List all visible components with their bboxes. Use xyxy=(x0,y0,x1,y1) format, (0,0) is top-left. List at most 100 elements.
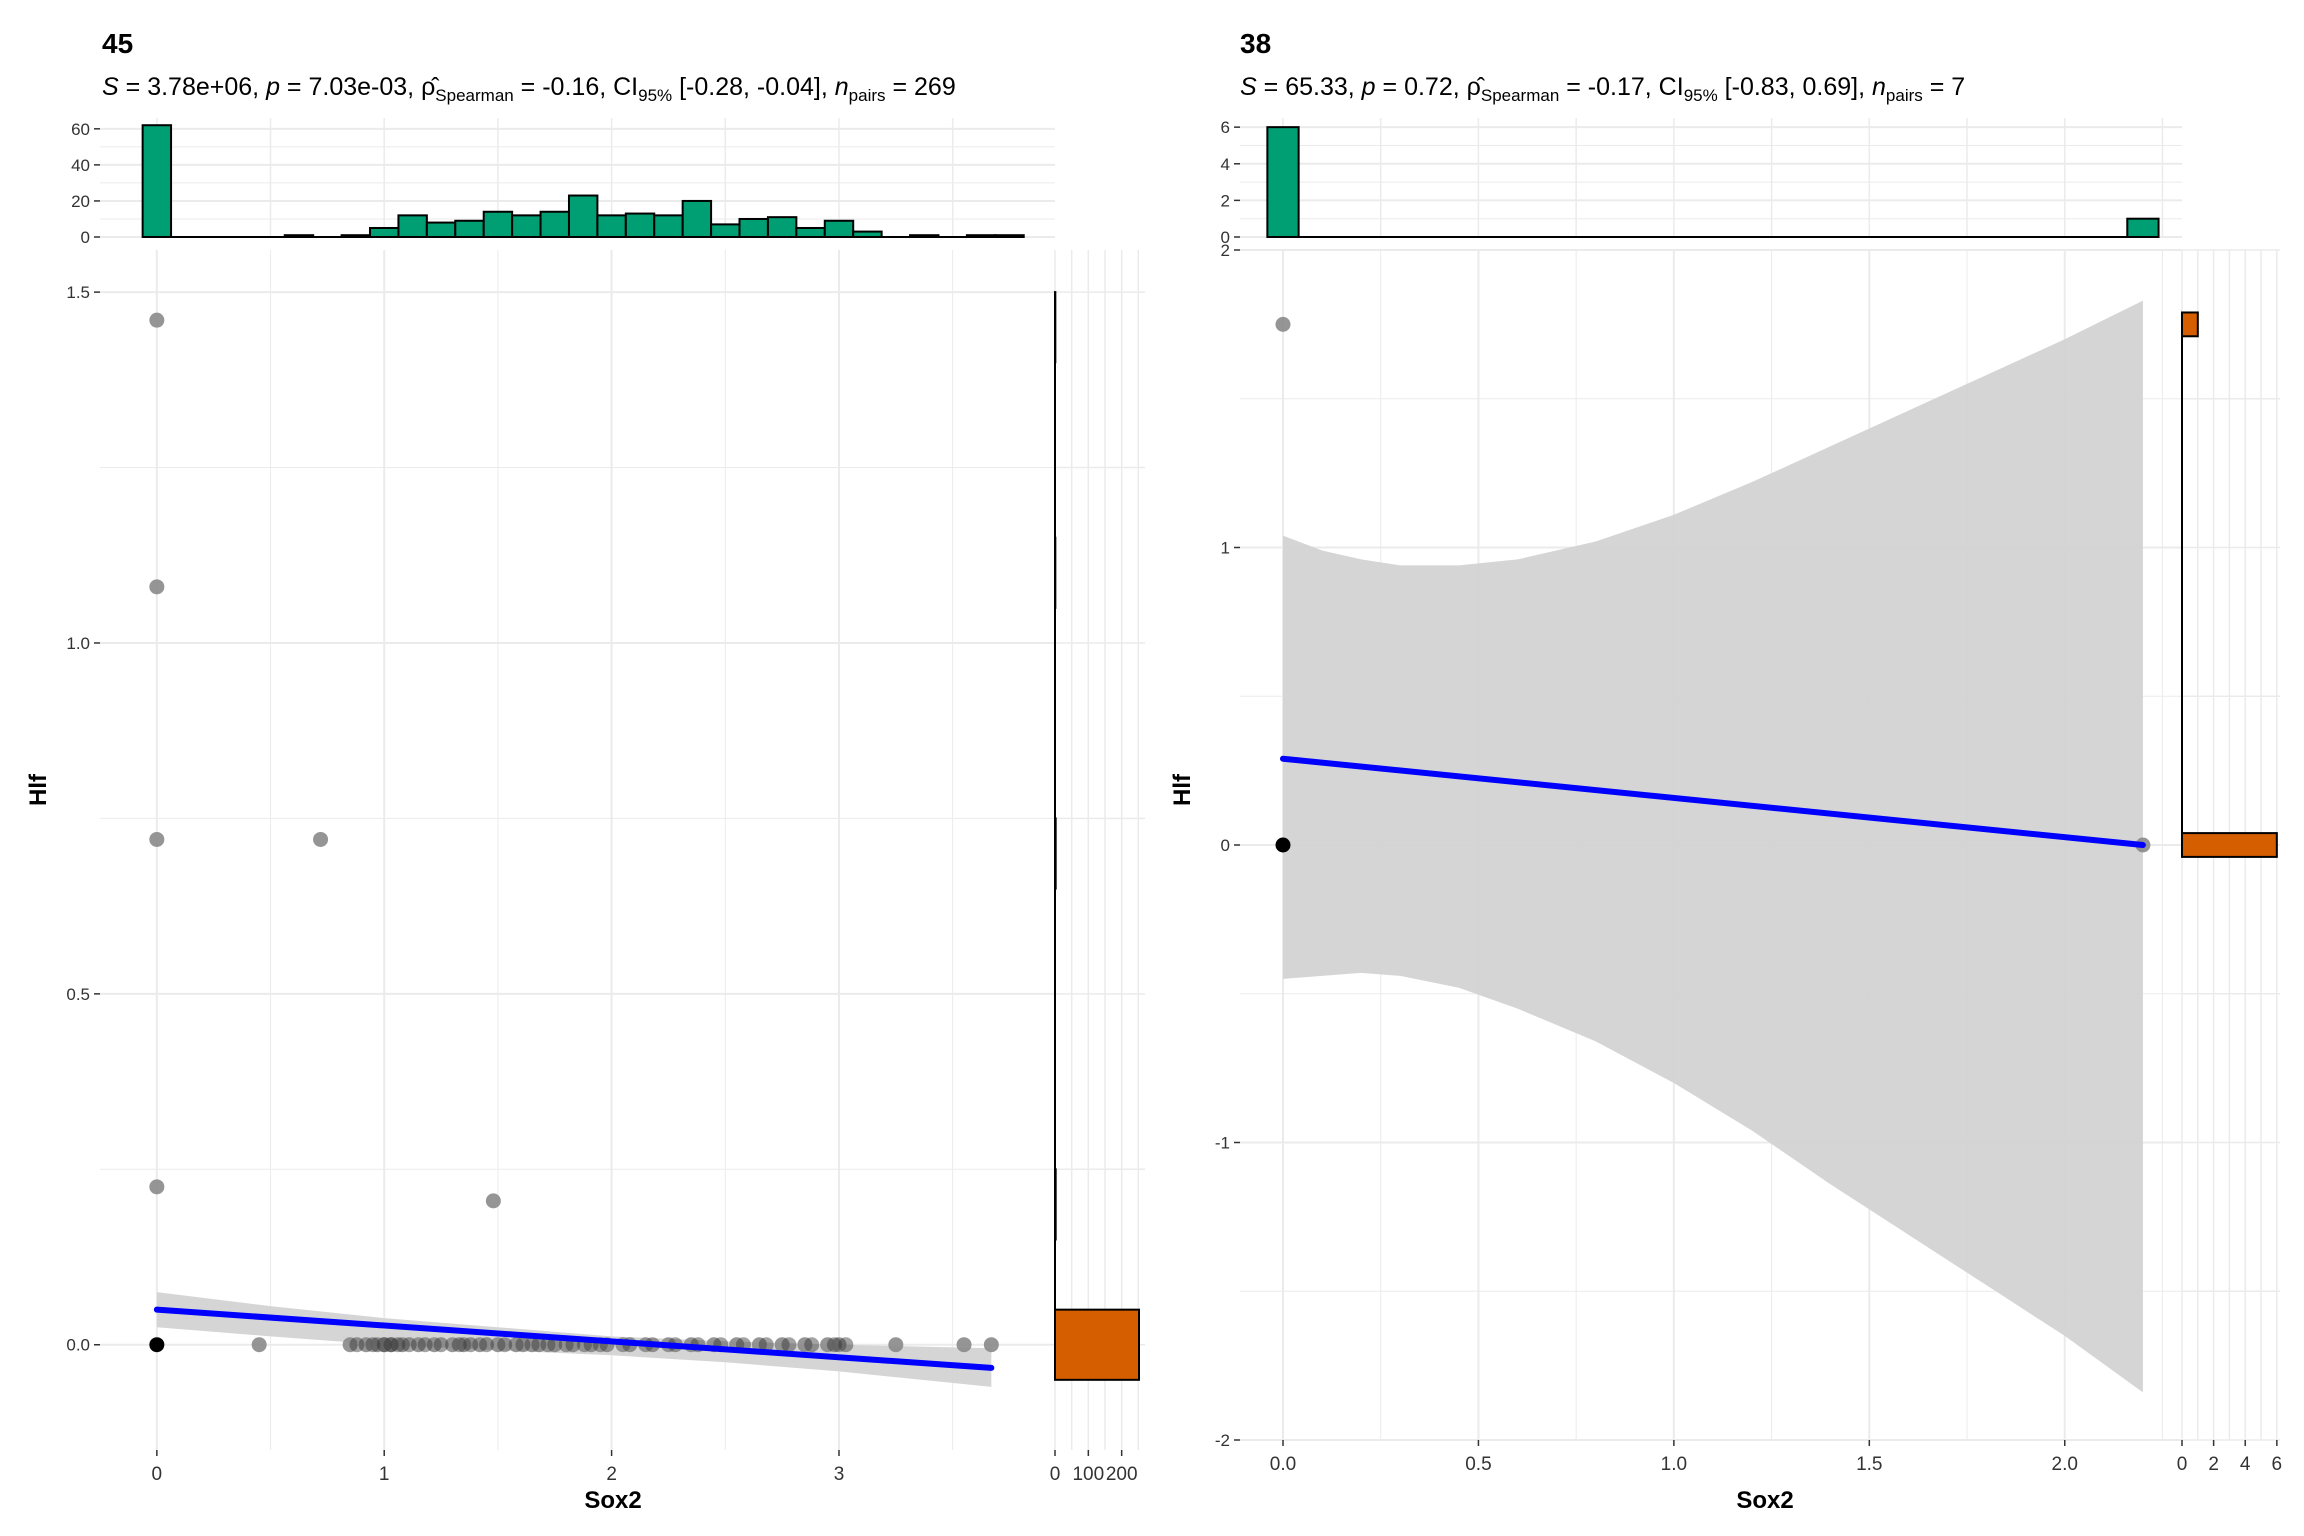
histogram-bar xyxy=(1054,1308,1140,1381)
y-tick-label: -2 xyxy=(1215,1431,1230,1450)
data-point xyxy=(417,1337,433,1353)
histogram-bar xyxy=(1054,817,1057,890)
scatter-plot: 0.0 0.5 1.0 1.5 2.0 -2 -1 0 1 2 xyxy=(1215,241,2182,1475)
y-tick-label: 1 xyxy=(1221,539,1230,558)
histogram-bar xyxy=(681,199,713,238)
histogram-bar xyxy=(710,223,741,238)
data-point xyxy=(774,1337,790,1353)
histogram-bar xyxy=(624,212,656,239)
y-axis-label: Hlf xyxy=(1169,773,1196,806)
histogram-bar xyxy=(283,234,315,239)
data-point xyxy=(485,1193,501,1209)
data-point xyxy=(831,1337,847,1353)
data-point xyxy=(820,1337,836,1353)
panel-45: 45 S = 3.78e+06, p = 7.03e-03, ρ̂Spearma… xyxy=(25,28,1145,1514)
x-tick-label: 0.0 xyxy=(1270,1454,1296,1475)
side-histogram: 0 100 200 xyxy=(1050,250,1145,1485)
data-point xyxy=(490,1337,506,1353)
data-point xyxy=(983,1337,999,1353)
top-histogram: 0 2 4 6 xyxy=(1221,118,2182,247)
panel-subtitle: S = 65.33, p = 0.72, ρ̂Spearman = -0.17,… xyxy=(1240,73,1965,105)
y-tick-label: 60 xyxy=(71,120,90,139)
y-tick-label: 0.5 xyxy=(66,985,90,1004)
data-point xyxy=(342,1337,358,1353)
histogram-bar xyxy=(596,214,627,238)
histogram-bar xyxy=(1054,1168,1057,1241)
data-point xyxy=(497,1337,513,1353)
confidence-band xyxy=(1282,300,2143,1393)
data-point xyxy=(758,1337,774,1353)
data-point xyxy=(383,1337,399,1353)
y-tick-label: 1.0 xyxy=(66,634,90,653)
data-point xyxy=(433,1337,449,1353)
x-tick-label: 3 xyxy=(834,1464,845,1485)
data-point xyxy=(524,1337,540,1353)
data-point xyxy=(149,1337,165,1353)
data-point xyxy=(838,1337,854,1353)
histogram-bar xyxy=(397,214,428,238)
data-point xyxy=(547,1337,563,1353)
histogram-bar xyxy=(965,234,997,239)
y-tick-label: 4 xyxy=(1221,155,1230,174)
y-tick-label: -1 xyxy=(1215,1134,1230,1153)
histogram-bar xyxy=(482,210,514,238)
x-tick-label: 0 xyxy=(1050,1464,1061,1485)
x-tick-label: 0 xyxy=(152,1464,163,1485)
x-tick-label: 1.5 xyxy=(1856,1454,1882,1475)
histogram-bar xyxy=(425,221,457,239)
x-tick-label: 2 xyxy=(2208,1454,2219,1475)
histogram-bar xyxy=(2181,311,2199,338)
panel-title: 45 xyxy=(102,28,133,59)
x-tick-label: 100 xyxy=(1072,1464,1104,1485)
y-tick-label: 0.0 xyxy=(66,1336,90,1355)
histogram-bar xyxy=(511,214,542,238)
panel-title: 38 xyxy=(1240,28,1271,59)
x-tick-label: 1.0 xyxy=(1661,1454,1687,1475)
y-tick-label: 0 xyxy=(1221,836,1230,855)
data-point xyxy=(456,1337,472,1353)
y-tick-label: 40 xyxy=(71,156,90,175)
panel-38: 38 S = 65.33, p = 0.72, ρ̂Spearman = -0.… xyxy=(1169,28,2282,1514)
histogram-bar xyxy=(141,124,173,238)
y-tick-label: 1.5 xyxy=(66,283,90,302)
histogram-bar xyxy=(1266,126,1300,238)
data-point xyxy=(410,1337,426,1353)
data-point xyxy=(313,831,329,847)
histogram-bar xyxy=(909,234,940,239)
x-tick-label: 0 xyxy=(2177,1454,2188,1475)
data-point xyxy=(1275,316,1291,332)
data-point xyxy=(401,1337,417,1353)
x-tick-label: 2 xyxy=(606,1464,617,1485)
regression-line xyxy=(153,1306,995,1371)
data-point xyxy=(358,1337,374,1353)
y-axis-label: Hlf xyxy=(25,773,52,806)
data-point xyxy=(1275,837,1291,853)
x-axis-label: Sox2 xyxy=(584,1487,641,1514)
data-point xyxy=(365,1337,381,1353)
data-point xyxy=(888,1337,904,1353)
histogram-bar xyxy=(2126,217,2160,238)
top-histogram: 0 20 40 60 xyxy=(71,118,1055,247)
data-point xyxy=(251,1337,267,1353)
y-tick-label: 6 xyxy=(1221,118,1230,137)
data-point xyxy=(349,1337,365,1353)
data-point xyxy=(451,1337,467,1353)
data-point xyxy=(508,1337,524,1353)
histogram-bar xyxy=(369,226,400,238)
panel-subtitle: S = 3.78e+06, p = 7.03e-03, ρ̂Spearman =… xyxy=(102,73,956,105)
histogram-bar xyxy=(567,194,599,238)
scatter-plot: 0 1 2 3 0.0 0.5 1.0 1.5 xyxy=(66,250,1055,1485)
data-point xyxy=(540,1337,556,1353)
y-tick-label: 2 xyxy=(1221,241,1230,260)
data-point xyxy=(797,1337,813,1353)
x-tick-label: 6 xyxy=(2272,1454,2283,1475)
histogram-bar xyxy=(653,214,684,238)
data-point xyxy=(479,1337,495,1353)
histogram-bar xyxy=(2181,832,2278,858)
data-point xyxy=(426,1337,442,1353)
data-point xyxy=(149,831,165,847)
x-tick-label: 2.0 xyxy=(2052,1454,2078,1475)
data-point xyxy=(390,1337,406,1353)
